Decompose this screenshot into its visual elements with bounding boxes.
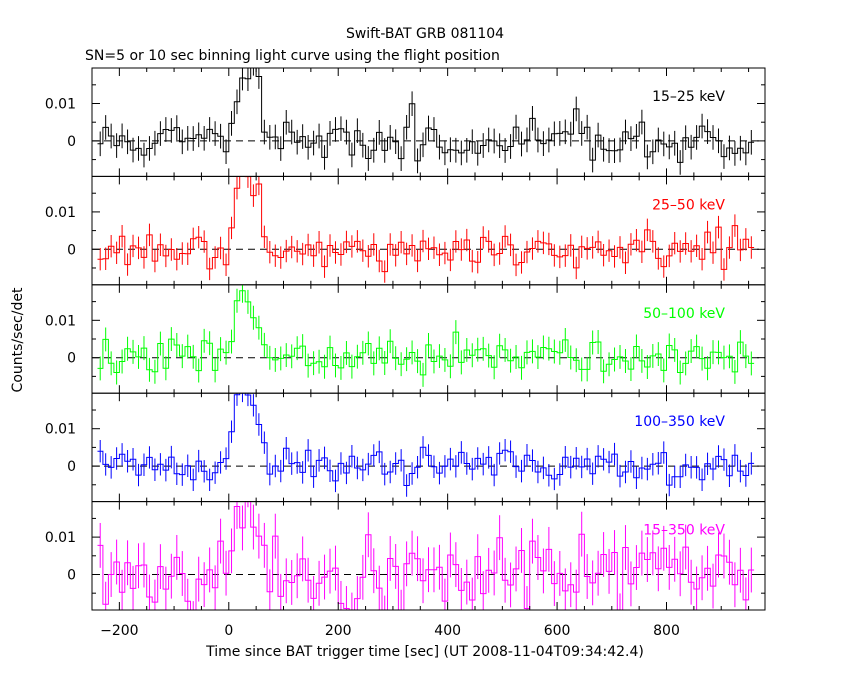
x-axis-label: Time since BAT trigger time [sec] (UT 20… [205, 644, 644, 660]
y-tick-label: 0 [67, 351, 76, 367]
chart-title: Swift-BAT GRB 081104 [346, 26, 504, 42]
y-tick-label: 0.01 [45, 97, 76, 113]
panel-1: 0 0.01 15–25 keV [45, 67, 766, 177]
y-tick-label: 0.01 [45, 205, 76, 221]
panel-energy-label: 15–350 keV [643, 523, 725, 539]
panel-energy-label: 100–350 keV [634, 414, 725, 430]
x-tick-label: 200 [325, 623, 352, 639]
light-curve-line [97, 176, 755, 273]
light-curve-line [97, 501, 755, 611]
y-tick-label: 0.01 [45, 313, 76, 329]
x-tick-label: 0 [224, 623, 233, 639]
y-axis-label: Counts/sec/det [10, 287, 26, 392]
series-1 [97, 68, 755, 175]
y-tick-label: 0 [67, 459, 76, 475]
series-5 [97, 501, 755, 611]
x-tick-label: −200 [100, 623, 138, 639]
y-tick-label: 0 [67, 567, 76, 583]
y-tick-label: 0 [67, 242, 76, 258]
chart-subtitle: SN=5 or 10 sec binning light curve using… [85, 48, 500, 64]
panel-2: 0 0.01 25–50 keV [45, 175, 766, 286]
y-tick-label: 0.01 [45, 422, 76, 438]
panel-energy-label: 25–50 keV [652, 197, 725, 213]
panel-3: 0 0.01 50–100 keV [45, 284, 766, 394]
x-tick-label: 400 [434, 623, 461, 639]
y-tick-label: 0 [67, 134, 76, 150]
series-3 [97, 284, 755, 387]
panel-4: 0 0.01 100–350 keV [45, 392, 766, 503]
series-4 [97, 393, 755, 497]
light-curve-line [97, 290, 755, 376]
light-curve-line [97, 393, 755, 486]
panel-energy-label: 50–100 keV [643, 306, 725, 322]
y-tick-label: 0.01 [45, 530, 76, 546]
x-tick-label: 600 [544, 623, 571, 639]
panels-group: 0 0.01 15–25 keV 0 0.01 25–50 keV 0 0.01 50–100 … [45, 67, 766, 639]
x-tick-label: 800 [653, 623, 680, 639]
series-2 [97, 176, 755, 283]
panel-5: 0 0.01 15–350 keV [45, 501, 766, 611]
panel-energy-label: 15–25 keV [652, 89, 725, 105]
light-curve-line [97, 68, 755, 163]
